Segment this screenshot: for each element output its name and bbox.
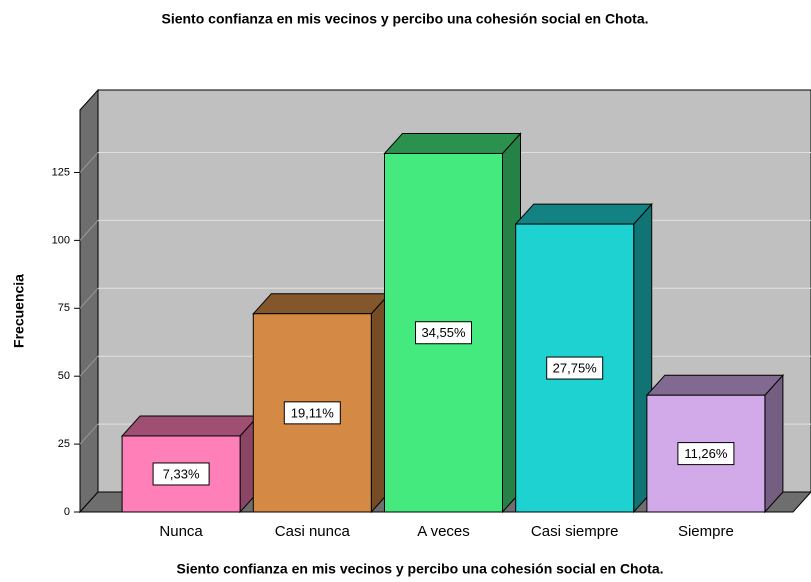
x-tick-label: Casi nunca: [275, 523, 351, 540]
bar-top: [120, 415, 260, 437]
y-tick-label: 25: [58, 438, 70, 450]
grid-line: [79, 220, 99, 241]
y-tick-label: 50: [58, 370, 70, 382]
grid-line: [79, 287, 99, 309]
y-tick-label: 0: [64, 506, 70, 518]
bar-label-box: [415, 321, 472, 345]
left-wall: [79, 88, 99, 514]
bar-label: 7,33%: [163, 466, 200, 481]
bar-label-box: [152, 462, 210, 486]
y-axis-label: Frecuencia: [11, 274, 27, 348]
x-tick-label: A veces: [417, 523, 470, 540]
bar-label: 11,26%: [684, 446, 728, 461]
y-tick-label: 75: [58, 302, 70, 314]
x-tick-label: Casi siempre: [531, 523, 619, 540]
bar-top: [252, 293, 391, 315]
y-tick-label: 100: [52, 234, 70, 246]
x-tick-label: Nunca: [159, 523, 203, 540]
grid-line: [79, 423, 99, 445]
chart-title: Siento confianza en mis vecinos y percib…: [161, 11, 648, 27]
bar-label-box: [546, 356, 604, 380]
bar-label: 27,75%: [553, 360, 598, 375]
bar-label: 34,55%: [421, 325, 466, 340]
grid-line: [79, 355, 99, 377]
bar-top: [383, 132, 522, 154]
bar-label-box: [677, 442, 735, 466]
grid-line: [79, 152, 99, 173]
y-tick-label: 125: [52, 166, 70, 178]
bar-label-box: [283, 401, 341, 425]
x-axis-label: Siento confianza en mis vecinos y percib…: [176, 561, 663, 577]
bar-top: [514, 203, 653, 225]
bar-label: 19,11%: [291, 405, 335, 420]
bar-top: [645, 374, 785, 396]
bar-side: [764, 373, 784, 514]
x-tick-label: Siempre: [678, 523, 734, 540]
